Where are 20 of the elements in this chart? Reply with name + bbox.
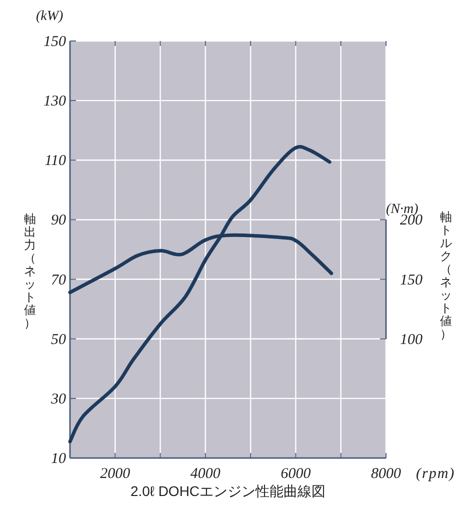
y-tick-label: 150: [44, 34, 66, 50]
y-tick-label: 90: [51, 212, 66, 229]
x-tick-label: 4000: [190, 466, 221, 482]
y-tick-label: 10: [51, 451, 66, 467]
x-tick-label: 8000: [371, 466, 402, 482]
x-tick-label: 2000: [100, 466, 131, 482]
y-tick-label: 110: [44, 153, 66, 170]
text: 軸トルク（ネット値）: [440, 210, 452, 341]
x-tick-label: 6000: [280, 466, 312, 482]
y2-tick-label: 150: [400, 272, 423, 288]
y-tick-label: 70: [51, 272, 66, 288]
y-tick-label: 130: [44, 94, 66, 110]
line-series: [68, 145, 332, 444]
y-tick-label: 30: [50, 391, 66, 408]
text: 軸出力（ネット値）: [24, 212, 36, 330]
text: 2.0ℓ DOHCエンジン性能曲線図: [130, 483, 326, 499]
y2-tick-label: 100: [400, 332, 423, 348]
x-axis-title: (rpm): [416, 466, 456, 482]
y-tick-label: 50: [51, 332, 66, 348]
text: (kW): [36, 9, 64, 24]
